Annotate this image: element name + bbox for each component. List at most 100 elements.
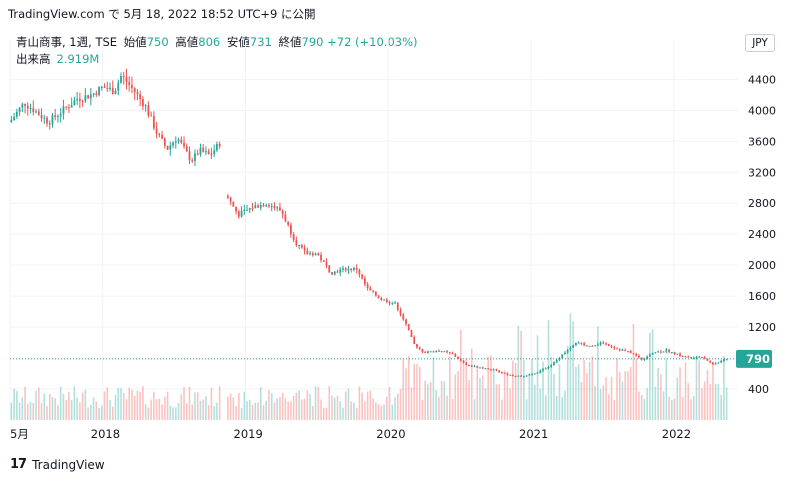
candle-body <box>73 100 76 105</box>
volume-bar <box>684 362 687 420</box>
volume-bar <box>103 391 106 420</box>
volume-bar <box>322 407 325 420</box>
candle-body <box>679 353 681 356</box>
candle-body <box>533 373 536 375</box>
candle-body <box>150 115 153 117</box>
candle-body <box>87 95 90 99</box>
candle-body <box>580 342 583 344</box>
candle-body <box>194 153 196 161</box>
candle-body <box>120 76 122 83</box>
candle-body <box>396 302 399 310</box>
volume-bar <box>424 380 426 420</box>
candle-body <box>62 106 65 114</box>
volume-bar <box>183 387 185 420</box>
candle-body <box>369 287 372 291</box>
volume-bar <box>292 395 295 420</box>
candle-body <box>298 245 301 247</box>
candle-body <box>569 347 572 350</box>
volume-bar <box>698 360 701 420</box>
volume-bar <box>155 399 158 420</box>
volume-bar <box>185 403 188 420</box>
volume-bar <box>405 368 407 420</box>
volume-bar <box>720 394 722 420</box>
volume-bar <box>358 386 361 420</box>
candle-body <box>618 349 621 351</box>
candle-body <box>498 370 501 373</box>
currency-button[interactable]: JPY <box>745 34 775 52</box>
volume-bar <box>216 402 218 420</box>
candle-body <box>443 351 446 353</box>
volume-bar <box>690 399 692 420</box>
volume-bar <box>586 373 588 420</box>
volume-bar <box>320 399 322 420</box>
x-tick-label: 2019 <box>234 427 263 441</box>
volume-bar <box>257 402 259 420</box>
volume-bar <box>355 407 358 420</box>
volume-bar <box>111 406 114 420</box>
candle-body <box>550 365 553 367</box>
candle-body <box>437 350 440 352</box>
candle-body <box>262 204 265 207</box>
volume-bar <box>542 361 544 420</box>
volume-bar <box>364 401 366 420</box>
candle-body <box>103 86 106 88</box>
candle-body <box>199 147 202 155</box>
volume-bar <box>128 387 131 420</box>
candle-body <box>692 357 695 359</box>
candle-body <box>432 351 435 353</box>
y-tick-label: 1200 <box>748 321 776 334</box>
volume-bar <box>133 395 136 420</box>
candle-body <box>240 210 243 217</box>
candle-body <box>322 260 325 262</box>
candle-body <box>681 355 684 357</box>
volume-bar <box>498 384 500 420</box>
y-tick-label: 3600 <box>748 135 776 148</box>
candle-body <box>635 353 638 356</box>
volume-bar <box>265 400 268 420</box>
volume-bar <box>202 399 205 420</box>
candle-body <box>407 324 410 331</box>
candle-body <box>128 82 131 85</box>
volume-bar <box>449 356 451 420</box>
candle-body <box>418 347 421 350</box>
volume-bar <box>317 387 320 420</box>
candle-body <box>46 117 48 124</box>
low-value: 731 <box>249 35 272 49</box>
volume-bar <box>284 398 287 420</box>
volume-bar <box>577 364 580 420</box>
volume-bar <box>246 401 248 420</box>
candle-body <box>172 142 174 146</box>
volume-bar <box>166 391 169 420</box>
candle-body <box>213 150 216 155</box>
candle-body <box>394 302 396 304</box>
volume-bar <box>303 398 306 420</box>
candle-body <box>109 87 111 90</box>
volume-bar <box>479 378 481 420</box>
volume-bar <box>575 367 577 420</box>
candle-body <box>70 104 73 108</box>
volume-bar <box>671 399 673 420</box>
volume-bar <box>59 386 62 420</box>
candle-body <box>470 365 473 367</box>
candle-body <box>139 94 142 100</box>
volume-bar <box>531 359 533 420</box>
x-tick-label: 5月 <box>10 427 29 441</box>
volume-bar <box>380 405 383 420</box>
candle-body <box>254 205 257 209</box>
volume-bar <box>339 401 342 420</box>
candle-body <box>583 343 586 346</box>
candle-body <box>320 254 322 261</box>
volume-bar <box>572 321 574 420</box>
candle-body <box>451 353 454 355</box>
volume-bar <box>276 398 278 420</box>
candle-body <box>281 210 284 215</box>
volume-bar <box>172 407 174 420</box>
close-value: 790 <box>301 35 324 49</box>
candle-body <box>131 84 133 88</box>
volume-bar <box>544 395 547 420</box>
candle-body <box>547 366 550 369</box>
volume-bar <box>161 404 163 420</box>
volume-bar <box>369 390 372 420</box>
candle-body <box>632 353 635 355</box>
